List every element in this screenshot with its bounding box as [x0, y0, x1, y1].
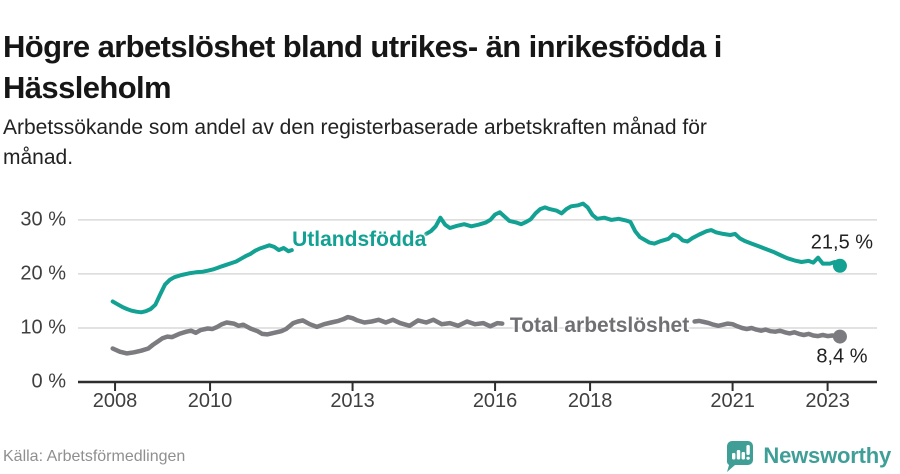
x-tick-label-2013: 2013	[330, 390, 375, 412]
series-line-utlandsfodda-segment-2	[424, 201, 842, 268]
chart-title: Högre arbetslöshet bland utrikes- än inr…	[3, 28, 722, 105]
x-tick-label-2010: 2010	[187, 390, 233, 412]
source-note: Källa: Arbetsförmedlingen	[3, 448, 186, 465]
newsworthy-speech-bubble-chart-icon	[727, 441, 754, 472]
chart-subtitle: Arbetssökande som andel av den registerb…	[3, 116, 707, 169]
series-line-total-arbetsloshet-segment-2	[692, 318, 843, 339]
x-tick-label-2016: 2016	[472, 390, 518, 412]
y-tick-label-20: 20 %	[20, 262, 66, 285]
x-tick-label-2021: 2021	[710, 390, 755, 412]
end-value-label-total-arbetsloshet: 8,4 %	[816, 345, 868, 368]
series-line-total-arbetsloshet-segment-1	[110, 314, 505, 356]
end-dot-total-arbetsloshet	[832, 329, 847, 344]
end-value-label-utlandsfodda: 21,5 %	[810, 231, 874, 254]
x-tick-label-2023: 2023	[805, 390, 850, 412]
y-tick-label-10: 10 %	[20, 316, 66, 339]
series-label-total-arbetsloshet: Total arbetslöshet	[509, 314, 690, 338]
newsworthy-wordmark: Newsworthy	[763, 443, 891, 468]
y-tick-label-0: 0 %	[31, 370, 66, 393]
x-tick-label-2008: 2008	[92, 390, 138, 412]
series-line-utlandsfodda-segment-1	[110, 243, 294, 315]
end-dot-utlandsfodda	[832, 258, 847, 273]
series-label-utlandsfodda: Utlandsfödda	[292, 228, 427, 252]
y-tick-label-30: 30 %	[20, 208, 66, 231]
newsworthy-logo: Newsworthy	[725, 440, 891, 472]
x-tick-label-2018: 2018	[567, 390, 613, 412]
